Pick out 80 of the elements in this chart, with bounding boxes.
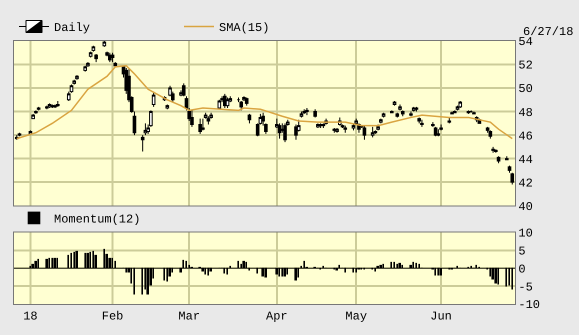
candlestick: [56, 100, 60, 108]
candlestick: [144, 122, 148, 136]
y-tick-label: -10: [518, 298, 540, 312]
legend-label: Momentum(12): [54, 212, 140, 227]
candlestick: [504, 156, 509, 160]
y-tick-label: 46: [518, 129, 533, 144]
y-tick-label: 48: [518, 106, 533, 120]
candlestick: [201, 118, 205, 131]
candlestick: [166, 104, 170, 110]
candlestick: [102, 41, 106, 48]
line-series: [16, 64, 514, 140]
candlestick: [508, 165, 512, 174]
candlestick: [436, 128, 440, 137]
candlestick: [140, 134, 144, 152]
x-tick-label: Apr: [266, 309, 288, 324]
candlestick: [206, 116, 210, 125]
candlestick: [218, 99, 222, 110]
candlestick: [469, 110, 473, 114]
candlestick: [434, 126, 438, 137]
candlestick: [239, 100, 244, 111]
candlestick: [379, 118, 383, 124]
y-tick-label: 40: [518, 200, 533, 214]
candlestick: [322, 122, 326, 129]
y-tick-label: 42: [518, 176, 533, 190]
x-tick-label: Feb: [102, 309, 124, 324]
candlestick: [94, 53, 98, 63]
candlestick: [494, 148, 498, 154]
candlestick: [198, 118, 202, 134]
candlestick: [86, 62, 90, 68]
y-tick-label: 5: [518, 244, 526, 259]
y-tick-label: -5: [518, 280, 533, 294]
candlestick: [510, 172, 514, 185]
candlestick: [409, 111, 413, 117]
y-tick-label: 52: [518, 58, 533, 73]
x-tick-label: May: [345, 309, 368, 324]
y-tick-label: 10: [518, 226, 533, 241]
candlestick: [294, 124, 298, 140]
candlestick: [420, 119, 424, 128]
y-tick-label: 50: [518, 82, 533, 96]
candlestick: [335, 128, 339, 134]
legend-label: Daily: [54, 21, 90, 36]
candlestick: [53, 104, 57, 109]
candlestick: [110, 52, 114, 63]
candlestick: [332, 128, 336, 134]
candlestick: [248, 113, 252, 124]
candlestick: [244, 96, 249, 106]
y-tick-label: 44: [518, 152, 533, 167]
candlestick: [75, 74, 79, 80]
candlestick: [83, 65, 87, 72]
candlestick: [226, 96, 230, 109]
candlestick: [305, 108, 309, 116]
candlestick: [31, 113, 35, 120]
candlestick: [456, 105, 460, 111]
candlestick: [313, 108, 317, 118]
candlestick: [370, 126, 374, 138]
candlestick: [447, 116, 452, 124]
candlestick: [488, 130, 492, 140]
x-tick-label: Mar: [178, 309, 200, 324]
candlestick: [458, 100, 462, 109]
candlestick: [190, 110, 194, 128]
candlestick: [50, 104, 54, 109]
x-tick-label: Jun: [430, 309, 452, 324]
candlestick: [300, 111, 304, 118]
candlestick: [108, 52, 112, 63]
candlestick: [182, 82, 186, 97]
candlestick: [302, 108, 306, 114]
candlestick: [152, 91, 156, 108]
candlestick: [496, 156, 500, 164]
x-tick-label: 18: [23, 309, 38, 324]
candlestick: [417, 116, 421, 124]
y-tick-label: 0: [518, 262, 526, 276]
y-tick-label: 54: [518, 35, 533, 50]
candlestick: [491, 146, 495, 154]
legend-label: SMA(15): [219, 21, 270, 36]
candlestick: [382, 112, 386, 118]
candlestick: [414, 106, 418, 112]
candlestick: [395, 112, 400, 118]
candlestick: [392, 100, 396, 106]
candlestick: [343, 125, 348, 134]
candlestick: [316, 122, 320, 129]
